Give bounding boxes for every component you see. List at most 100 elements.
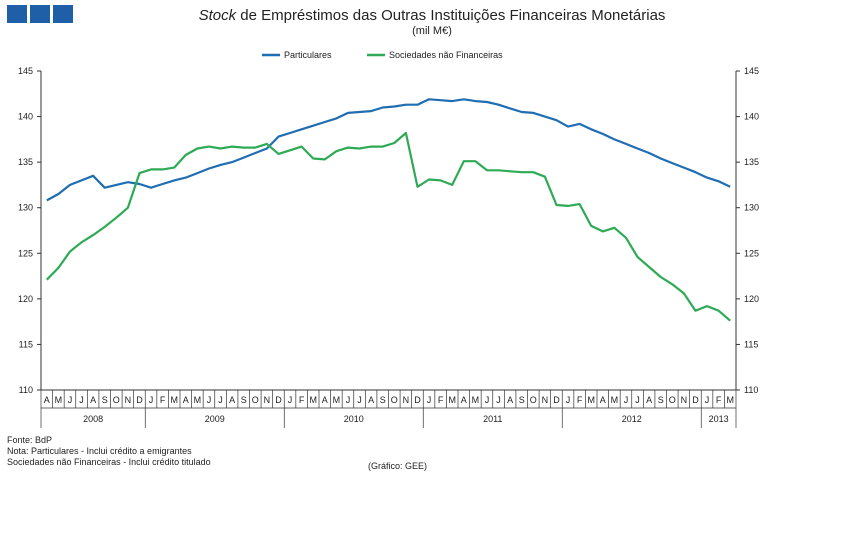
month-label: J (68, 395, 73, 405)
chart-title-rest: de Empréstimos das Outras Instituições F… (236, 7, 666, 24)
month-label: A (183, 395, 189, 405)
month-label: J (357, 395, 362, 405)
y-tick-label-left: 110 (19, 385, 33, 395)
month-label: J (427, 395, 432, 405)
month-label: A (507, 395, 513, 405)
month-label: A (600, 395, 606, 405)
y-tick-label-right: 140 (744, 112, 759, 122)
month-label: S (241, 395, 247, 405)
month-label: N (542, 395, 549, 405)
month-label: J (496, 395, 501, 405)
month-label: M (170, 395, 178, 405)
y-tick-label-left: 130 (18, 203, 33, 213)
month-label: A (368, 395, 374, 405)
legend-label: Particulares (284, 50, 332, 60)
month-label: D (692, 395, 699, 405)
month-label: J (624, 395, 629, 405)
year-label: 2008 (83, 414, 103, 424)
month-label: S (519, 395, 525, 405)
source-note: Fonte: BdP (7, 435, 53, 445)
month-label: F (299, 395, 305, 405)
brand-logo (7, 5, 73, 23)
note-sociedades: Sociedades não Financeiras - Inclui créd… (7, 457, 211, 467)
month-label: J (705, 395, 710, 405)
y-tick-label-right: 125 (744, 248, 759, 258)
y-tick-label-left: 135 (18, 157, 33, 167)
y-tick-label-left: 140 (18, 112, 33, 122)
logo-block (53, 5, 73, 23)
y-tick-label-right: 145 (744, 66, 759, 76)
month-label: N (125, 395, 132, 405)
month-label: A (229, 395, 235, 405)
year-label: 2013 (709, 414, 729, 424)
chart-title-italic: Stock (198, 7, 237, 24)
month-label: N (264, 395, 271, 405)
month-label: J (149, 395, 154, 405)
month-label: M (472, 395, 480, 405)
month-label: O (391, 395, 398, 405)
series-line-particulares (46, 98, 731, 202)
month-label: J (207, 395, 212, 405)
month-label: S (102, 395, 108, 405)
month-label: J (635, 395, 640, 405)
month-label: J (79, 395, 84, 405)
footnotes: Fonte: BdP Nota: Particulares - Inclui c… (7, 435, 211, 468)
y-tick-label-left: 125 (18, 248, 33, 258)
y-tick-label-right: 120 (744, 294, 759, 304)
month-label: J (485, 395, 490, 405)
month-label: D (275, 395, 282, 405)
month-label: A (322, 395, 328, 405)
month-label: M (309, 395, 317, 405)
y-tick-label-right: 135 (744, 157, 759, 167)
month-label: M (333, 395, 341, 405)
month-label: M (55, 395, 63, 405)
month-label: D (414, 395, 421, 405)
month-label: D (136, 395, 143, 405)
month-label: O (530, 395, 537, 405)
note-particulares: Nota: Particulares - Inclui crédito a em… (7, 446, 192, 456)
month-label: F (716, 395, 722, 405)
month-label: F (438, 395, 444, 405)
logo-block (30, 5, 50, 23)
month-label: M (726, 395, 734, 405)
month-label: J (218, 395, 223, 405)
year-label: 2010 (344, 414, 364, 424)
month-label: J (288, 395, 293, 405)
y-tick-label-right: 130 (744, 203, 759, 213)
month-label: S (380, 395, 386, 405)
month-label: A (461, 395, 467, 405)
y-tick-label-right: 115 (744, 339, 758, 349)
month-label: A (646, 395, 652, 405)
month-label: M (194, 395, 202, 405)
month-label: F (577, 395, 583, 405)
month-label: A (44, 395, 50, 405)
chart-subtitle: (mil M€) (412, 25, 452, 37)
year-label: 2012 (622, 414, 642, 424)
y-tick-label-right: 110 (744, 385, 758, 395)
y-tick-label-left: 115 (19, 339, 33, 349)
chart-credit: (Gráfico: GEE) (368, 461, 428, 471)
month-label: M (587, 395, 595, 405)
month-label: J (566, 395, 571, 405)
month-label: A (90, 395, 96, 405)
month-label: O (113, 395, 120, 405)
month-label: J (346, 395, 351, 405)
series-line-sociedades (46, 131, 731, 322)
year-label: 2009 (205, 414, 225, 424)
chart-title: Stock de Empréstimos das Outras Institui… (0, 7, 864, 24)
logo-block (7, 5, 27, 23)
month-label: S (658, 395, 664, 405)
legend-label: Sociedades não Financeiras (389, 50, 503, 60)
y-tick-label-left: 120 (18, 294, 33, 304)
month-label: N (681, 395, 688, 405)
line-chart: 110 110 115 115 120 120 125 125 130 130 135 135 140 1… (18, 50, 759, 428)
y-tick-label-left: 145 (18, 66, 33, 76)
month-label: N (403, 395, 410, 405)
month-label: D (553, 395, 560, 405)
month-label: O (252, 395, 259, 405)
month-label: M (611, 395, 619, 405)
month-label: O (669, 395, 676, 405)
month-label: M (448, 395, 456, 405)
month-label: F (160, 395, 166, 405)
year-label: 2011 (483, 414, 502, 424)
